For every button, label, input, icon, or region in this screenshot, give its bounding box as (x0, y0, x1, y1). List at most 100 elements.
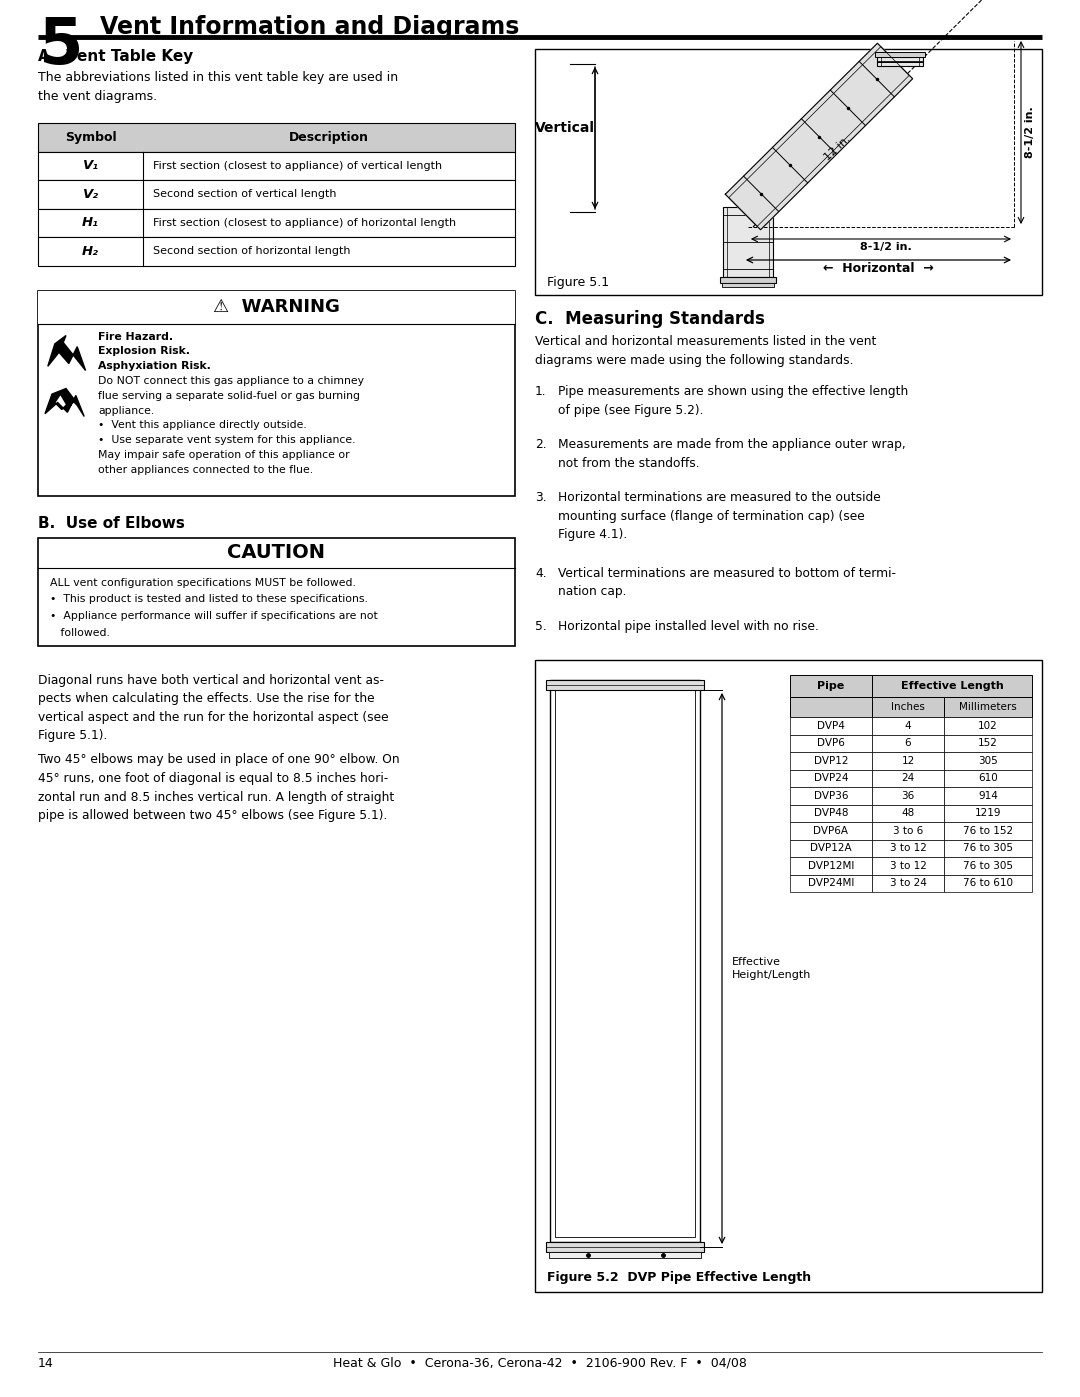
Bar (872, 717, 944, 735)
Text: Fire Hazard.: Fire Hazard. (98, 331, 173, 341)
Text: 3.: 3. (535, 490, 546, 504)
Text: 152: 152 (978, 738, 998, 749)
Bar (789, 821, 872, 840)
Text: 610: 610 (978, 774, 998, 784)
Text: Second section of vertical length: Second section of vertical length (153, 189, 337, 200)
Bar (872, 821, 944, 840)
Text: DVP6A: DVP6A (813, 826, 849, 835)
Text: Inches: Inches (891, 703, 924, 712)
Bar (789, 770, 872, 787)
Bar (872, 697, 944, 717)
Text: flue serving a separate solid-fuel or gas burning: flue serving a separate solid-fuel or ga… (98, 391, 360, 401)
Text: C.  Measuring Standards: C. Measuring Standards (535, 310, 765, 328)
Bar (720, 277, 775, 284)
Bar (550, 680, 700, 1242)
Text: The abbreviations listed in this vent table key are used in
the vent diagrams.: The abbreviations listed in this vent ta… (38, 71, 399, 103)
Text: CAUTION: CAUTION (228, 543, 325, 562)
Bar (872, 787, 944, 805)
Text: other appliances connected to the flue.: other appliances connected to the flue. (98, 465, 313, 475)
Text: Effective
Height/Length: Effective Height/Length (732, 957, 811, 981)
Bar (944, 697, 1032, 717)
Bar (944, 875, 1032, 893)
Text: First section (closest to appliance) of vertical length: First section (closest to appliance) of … (153, 161, 442, 170)
Text: DVP12MI: DVP12MI (808, 861, 854, 870)
Text: 76 to 152: 76 to 152 (963, 826, 1013, 835)
Bar (872, 752, 944, 770)
Bar (727, 207, 769, 277)
Text: H₂: H₂ (82, 244, 99, 258)
Text: ⚠  WARNING: ⚠ WARNING (213, 298, 340, 316)
Text: 4.: 4. (535, 567, 546, 580)
Bar (872, 840, 944, 856)
Text: 48: 48 (902, 809, 915, 819)
Text: Vertical terminations are measured to bottom of termi-
nation cap.: Vertical terminations are measured to bo… (558, 567, 896, 598)
Bar (944, 787, 1032, 805)
Text: First section (closest to appliance) of horizontal length: First section (closest to appliance) of … (153, 218, 456, 228)
Text: Measurements are made from the appliance outer wrap,
not from the standoffs.: Measurements are made from the appliance… (558, 439, 906, 469)
Bar (535, 659, 1042, 1292)
Text: V₁: V₁ (82, 159, 98, 172)
Text: B.  Use of Elbows: B. Use of Elbows (38, 515, 185, 531)
Text: 12: 12 (902, 756, 915, 766)
Polygon shape (48, 335, 85, 370)
Bar (872, 735, 944, 752)
Bar (789, 717, 872, 735)
Text: 305: 305 (978, 756, 998, 766)
Bar (789, 697, 872, 717)
Text: DVP4: DVP4 (818, 721, 845, 731)
Text: Horizontal pipe installed level with no rise.: Horizontal pipe installed level with no … (558, 619, 819, 633)
Bar (38, 237, 515, 265)
Bar (546, 1242, 704, 1252)
Text: 3 to 12: 3 to 12 (890, 844, 927, 854)
Text: 5: 5 (38, 15, 82, 77)
Text: DVP6: DVP6 (818, 738, 845, 749)
Text: DVP24: DVP24 (813, 774, 848, 784)
Text: Pipe measurements are shown using the effective length
of pipe (see Figure 5.2).: Pipe measurements are shown using the ef… (558, 386, 908, 416)
Text: appliance.: appliance. (98, 405, 154, 415)
Bar (872, 675, 1032, 697)
Bar (38, 151, 515, 180)
Text: ALL vent configuration specifications MUST be followed.: ALL vent configuration specifications MU… (50, 577, 356, 588)
Polygon shape (45, 388, 84, 416)
Text: A.  Vent Table Key: A. Vent Table Key (38, 49, 193, 64)
Text: May impair safe operation of this appliance or: May impair safe operation of this applia… (98, 450, 350, 460)
Text: Effective Length: Effective Length (901, 680, 1003, 692)
Bar (944, 770, 1032, 787)
Bar (872, 770, 944, 787)
Bar (38, 180, 515, 208)
Text: Explosion Risk.: Explosion Risk. (98, 346, 190, 356)
Text: Pipe: Pipe (818, 680, 845, 692)
Text: Millimeters: Millimeters (959, 703, 1017, 712)
Bar (38, 538, 515, 645)
Text: DVP48: DVP48 (813, 809, 848, 819)
Bar (872, 805, 944, 821)
Text: 76 to 610: 76 to 610 (963, 879, 1013, 888)
Bar (944, 752, 1032, 770)
Text: 76 to 305: 76 to 305 (963, 861, 1013, 870)
Bar (38, 123, 515, 151)
Text: 8-1/2 in.: 8-1/2 in. (1025, 106, 1035, 158)
Text: DVP12A: DVP12A (810, 844, 852, 854)
Bar (944, 840, 1032, 856)
Text: Figure 5.2  DVP Pipe Effective Length: Figure 5.2 DVP Pipe Effective Length (546, 1271, 811, 1284)
Text: 6: 6 (905, 738, 912, 749)
Bar (944, 856, 1032, 875)
Text: 4: 4 (905, 721, 912, 731)
Bar (555, 685, 696, 1236)
Text: Two 45° elbows may be used in place of one 90° elbow. On
45° runs, one foot of d: Two 45° elbows may be used in place of o… (38, 753, 400, 821)
Text: DVP12: DVP12 (813, 756, 848, 766)
Text: Figure 5.1: Figure 5.1 (546, 277, 609, 289)
Bar (789, 787, 872, 805)
Text: Vent Information and Diagrams: Vent Information and Diagrams (100, 15, 519, 39)
Bar (38, 208, 515, 237)
Text: 1.: 1. (535, 386, 546, 398)
Text: DVP36: DVP36 (813, 791, 848, 800)
Polygon shape (726, 43, 913, 229)
Bar (877, 57, 923, 66)
Text: V₂: V₂ (82, 187, 98, 201)
Bar (789, 856, 872, 875)
Text: Second section of horizontal length: Second section of horizontal length (153, 246, 351, 256)
Text: Asphyxiation Risk.: Asphyxiation Risk. (98, 360, 211, 372)
Bar (789, 840, 872, 856)
Text: 3 to 6: 3 to 6 (893, 826, 923, 835)
